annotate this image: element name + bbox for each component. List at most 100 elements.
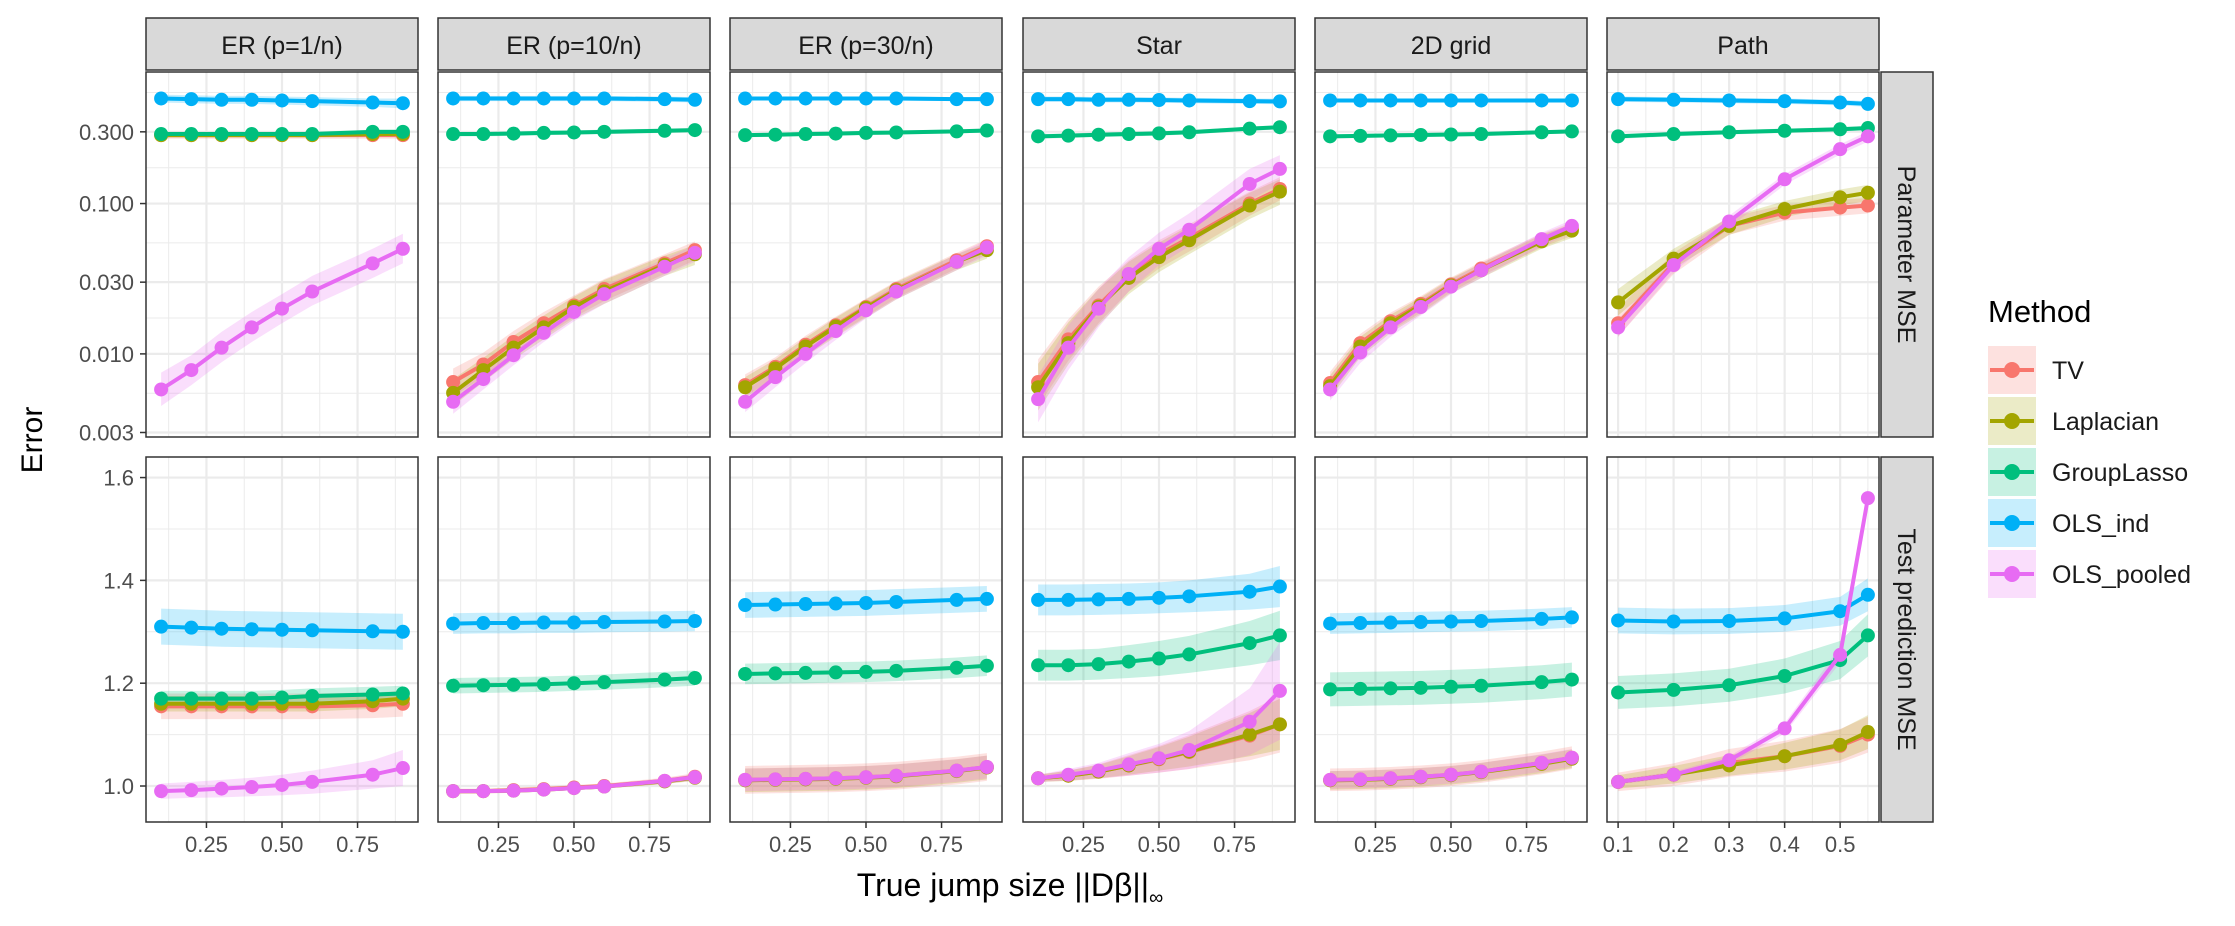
series-grouplasso	[446, 123, 702, 142]
data-point-grouplasso	[305, 127, 320, 142]
data-point-grouplasso	[184, 127, 199, 142]
data-point-grouplasso	[1091, 127, 1106, 142]
data-point-grouplasso	[889, 663, 904, 678]
data-point-ols-pooled	[1061, 767, 1076, 782]
data-point-ols-pooled	[1413, 769, 1428, 784]
x-axis-title: True jump size ||Dβ||∞	[857, 867, 1164, 909]
data-point-grouplasso	[657, 123, 672, 138]
data-point-grouplasso	[738, 128, 753, 143]
data-point-ols-pooled	[1564, 218, 1579, 233]
ribbon-grouplasso	[1618, 614, 1868, 709]
data-point-ols-ind	[1860, 96, 1875, 111]
data-point-grouplasso	[1353, 681, 1368, 696]
data-point-ols-pooled	[395, 241, 410, 256]
series-ols-ind	[154, 619, 410, 639]
x-tick-label: 0.75	[1505, 832, 1548, 857]
y-tick-label: 1.6	[103, 466, 134, 491]
data-point-ols-ind	[184, 620, 199, 635]
data-point-ols-ind	[244, 92, 259, 107]
data-point-grouplasso	[597, 675, 612, 690]
data-point-ols-pooled	[506, 348, 521, 363]
data-point-ols-ind	[305, 623, 320, 638]
data-point-grouplasso	[214, 127, 229, 142]
series-grouplasso	[1031, 120, 1287, 144]
data-point-grouplasso	[1272, 120, 1287, 135]
data-point-grouplasso	[1242, 121, 1257, 136]
data-point-ols-ind	[1152, 590, 1166, 605]
y-tick-label: 1.2	[103, 671, 134, 696]
ribbon-ols-pooled	[745, 240, 987, 413]
panel-path-test-prediction-mse: 0.1 0.2 0.3 0.4 0.5	[1603, 456, 1880, 857]
data-point-grouplasso	[597, 124, 612, 139]
data-point-grouplasso	[1722, 125, 1737, 140]
column-strip-label: ER (p=10/n)	[506, 32, 642, 60]
data-point-ols-ind	[657, 92, 672, 107]
data-point-ols-pooled	[1061, 340, 1076, 355]
data-point-ols-ind	[597, 91, 612, 106]
series-ols-pooled	[154, 761, 410, 799]
data-point-grouplasso	[1413, 680, 1428, 695]
data-point-grouplasso	[1777, 123, 1792, 138]
column-strip-path	[1606, 17, 1880, 71]
data-point-grouplasso	[1666, 682, 1681, 697]
data-point-ols-pooled	[395, 761, 410, 776]
data-point-grouplasso	[768, 127, 783, 142]
data-point-ols-ind	[1534, 93, 1549, 108]
data-point-ols-ind	[1722, 613, 1737, 628]
data-point-ols-ind	[859, 596, 873, 610]
data-point-grouplasso	[395, 124, 410, 139]
data-point-laplacian	[1833, 190, 1848, 205]
data-point-grouplasso	[798, 127, 813, 142]
data-point-ols-ind	[1242, 94, 1257, 109]
data-point-ols-ind	[1031, 92, 1046, 107]
data-point-grouplasso	[949, 124, 964, 139]
data-point-ols-pooled	[1564, 750, 1579, 765]
data-point-ols-ind	[476, 91, 491, 106]
data-point-ols-pooled	[768, 772, 783, 787]
data-point-ols-pooled	[476, 784, 491, 799]
ribbon-ols-pooled	[453, 245, 695, 414]
series-ols-pooled	[1031, 161, 1287, 407]
data-point-laplacian	[1272, 184, 1287, 199]
data-point-ols-pooled	[214, 781, 229, 796]
gridlines	[1315, 457, 1587, 822]
y-axis-title: Error	[16, 407, 49, 474]
data-point-grouplasso	[365, 687, 380, 702]
data-point-ols-pooled	[687, 245, 702, 260]
data-point-ols-ind	[1031, 592, 1046, 607]
data-point-ols-ind	[1091, 592, 1106, 607]
series-line-laplacian	[1036, 189, 1281, 389]
y-tick-label: 0.010	[79, 342, 134, 367]
data-point-ols-ind	[1091, 92, 1106, 107]
data-point-tv	[1833, 200, 1848, 215]
data-point-ols-pooled	[1413, 300, 1428, 315]
data-point-grouplasso	[567, 676, 581, 691]
legend-key-point	[2004, 566, 2020, 582]
x-tick-label: 0.75	[336, 832, 379, 857]
data-point-ols-pooled	[1323, 382, 1338, 397]
legend-items: TV Laplacian GroupLasso OLS_ind OLS_pooled	[1988, 346, 2191, 598]
data-point-ols-pooled	[1182, 222, 1197, 237]
data-point-ols-pooled	[244, 780, 259, 795]
panel-border	[1314, 71, 1588, 438]
data-point-ols-ind	[1534, 611, 1549, 626]
data-point-ols-pooled	[798, 346, 813, 361]
row-strips: Parameter MSE Test prediction MSE	[1880, 71, 1934, 823]
data-point-ols-ind	[395, 96, 410, 111]
data-point-ols-pooled	[1444, 767, 1458, 782]
data-point-ols-pooled	[738, 394, 753, 409]
panel-border	[437, 71, 711, 438]
data-point-ols-ind	[1182, 93, 1197, 108]
series-line-ols-pooled	[1036, 167, 1281, 401]
data-point-grouplasso	[1722, 678, 1737, 693]
legend-key-point	[2004, 362, 2020, 378]
data-point-ols-ind	[446, 91, 461, 106]
data-point-ols-ind	[1323, 616, 1338, 631]
x-tick-label: 0.75	[1213, 832, 1256, 857]
data-point-grouplasso	[1061, 658, 1076, 673]
data-point-ols-ind	[738, 598, 753, 613]
data-point-grouplasso	[154, 691, 169, 706]
data-point-ols-pooled	[1860, 491, 1875, 506]
data-point-grouplasso	[798, 665, 813, 680]
